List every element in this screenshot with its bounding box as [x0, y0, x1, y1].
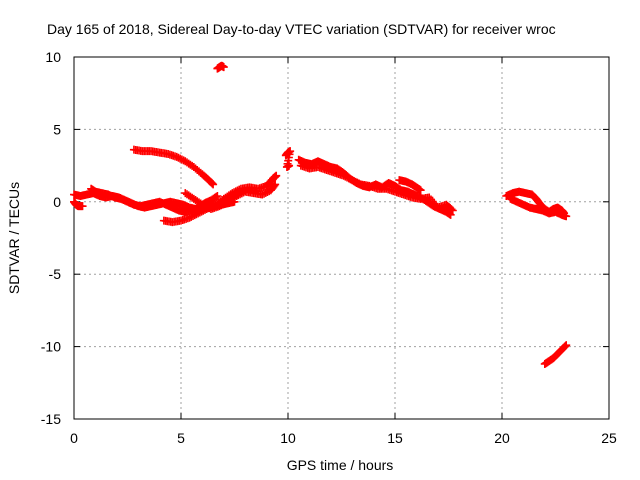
series-8 [281, 147, 295, 172]
y-tick-label: 10 [45, 49, 61, 65]
series-7 [213, 61, 228, 73]
data-point [272, 171, 281, 180]
data-point [271, 180, 280, 189]
data-point [447, 205, 456, 214]
plot-frame [73, 56, 610, 420]
data-point [285, 161, 294, 170]
x-tick-label: 15 [387, 430, 403, 446]
y-tick-labels: -15 -10 -5 0 5 10 [41, 49, 61, 427]
x-tick-label: 0 [70, 430, 78, 446]
data-point [208, 179, 217, 188]
y-tick-label: -15 [41, 411, 61, 427]
x-tick-labels: 0 5 10 15 20 25 [70, 430, 617, 446]
data-points [70, 61, 571, 368]
data-point [219, 63, 228, 72]
series-13 [506, 194, 571, 221]
x-tick-label: 25 [601, 430, 617, 446]
data-point [561, 342, 570, 351]
y-tick-label: 0 [53, 194, 61, 210]
series-6 [129, 145, 218, 189]
data-point [562, 341, 571, 350]
y-axis-label: SDTVAR / TECUs [6, 182, 22, 294]
y-tick-label: -10 [41, 339, 61, 355]
axis-ticks [73, 56, 610, 420]
x-axis-label: GPS time / hours [287, 457, 394, 473]
x-tick-label: 5 [177, 430, 185, 446]
series-5 [181, 180, 280, 214]
chart-title: Day 165 of 2018, Sidereal Day-to-day VTE… [47, 21, 556, 37]
data-point [560, 342, 569, 351]
series-14 [540, 341, 571, 368]
data-point [212, 192, 221, 201]
series-4 [159, 171, 281, 227]
y-tick-label: 5 [53, 121, 61, 137]
data-point [207, 178, 216, 187]
x-tick-label: 20 [494, 430, 510, 446]
series-3 [87, 184, 222, 216]
data-point [209, 180, 218, 189]
grid-lines [74, 57, 609, 419]
data-point [416, 186, 425, 195]
data-point [562, 212, 571, 221]
series-11 [395, 176, 425, 195]
data-point [448, 206, 457, 215]
series-2 [70, 197, 87, 211]
x-tick-label: 10 [280, 430, 296, 446]
data-point [213, 192, 222, 201]
series-10 [296, 161, 457, 215]
data-point [270, 181, 279, 190]
data-point [78, 202, 87, 211]
y-tick-label: -5 [49, 266, 62, 282]
